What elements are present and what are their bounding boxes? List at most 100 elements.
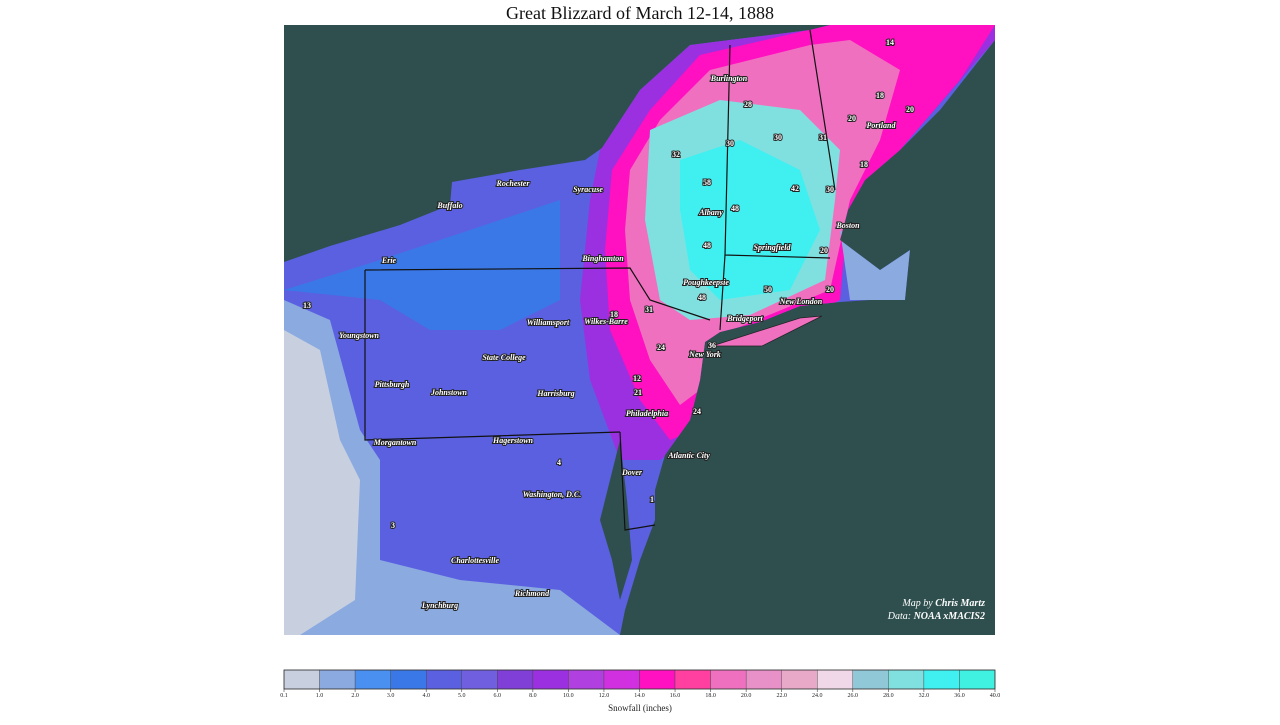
- city-label: Washington, D.C.: [523, 490, 582, 499]
- city-label: Atlantic City: [667, 451, 710, 460]
- colorbar-tick-label: 8.0: [529, 693, 537, 699]
- colorbar-tick-label: 16.0: [670, 693, 681, 699]
- state-lines: [364, 29, 836, 531]
- city-label: Bridgeport: [726, 314, 763, 323]
- colorbar-tick-label: 28.0: [883, 693, 894, 699]
- colorbar-tick-label: 18.0: [705, 693, 716, 699]
- colorbar-bin: [461, 669, 498, 690]
- colorbar-tick-label: 36.0: [954, 693, 965, 699]
- snowfall-value: 18: [876, 91, 884, 100]
- colorbar-bin: [426, 669, 462, 690]
- city-label: Lynchburg: [421, 601, 458, 610]
- snowfall-value: 30: [726, 139, 734, 148]
- colorbar-bin: [568, 669, 605, 690]
- colorbar-bin: [888, 669, 925, 690]
- colorbar-bin: [852, 669, 889, 690]
- colorbar: 0.1 1.0 2.0 3.0 4.0 5.0 6.0 8.0 10.0 12.0 14.0 16.0…: [280, 669, 1001, 699]
- credit-label: Map by: [901, 598, 933, 609]
- chesapeake-bay: [600, 440, 632, 600]
- credit-source: NOAA xMACIS2: [913, 611, 985, 622]
- city-label: State College: [482, 353, 526, 362]
- city-label: Poughkeepsie: [683, 278, 729, 287]
- city-label: Harrisburg: [536, 389, 574, 398]
- colorbar-tick-label: 1.0: [316, 693, 324, 699]
- snowfall-value: 24: [657, 343, 665, 352]
- long-island: [711, 315, 823, 347]
- colorbar-bin: [745, 669, 782, 690]
- colorbar-bin: [639, 669, 676, 690]
- colorbar-tick-label: 40.0: [990, 693, 1001, 699]
- snowfall-value: 48: [698, 293, 706, 302]
- credit-author: Chris Martz: [935, 598, 985, 609]
- snowfall-value: 13: [303, 301, 311, 310]
- snowfall-value: 36: [708, 341, 716, 350]
- snowfall-value: 1: [650, 495, 654, 504]
- colorbar-tick-label: 24.0: [812, 693, 823, 699]
- credit-map: Map by Chris Martz: [901, 598, 985, 609]
- colorbar-bin: [817, 669, 853, 690]
- city-label: Charlottesville: [451, 556, 499, 565]
- city-label: Richmond: [514, 589, 550, 598]
- city-label: Portland: [867, 121, 897, 130]
- city-label: Syracuse: [573, 185, 603, 194]
- snowfall-value: 20: [820, 246, 828, 255]
- city-label: Springfield: [754, 243, 792, 252]
- city-label: Johnstown: [430, 388, 468, 397]
- colorbar-tick-label: 5.0: [458, 693, 466, 699]
- city-label: Dover: [621, 468, 643, 477]
- city-label: Albany: [698, 208, 723, 217]
- snowfall-value: 21: [634, 388, 642, 397]
- colorbar-bin: [532, 669, 569, 690]
- colorbar-tick-label: 32.0: [919, 693, 930, 699]
- map-title: Great Blizzard of March 12-14, 1888: [506, 3, 774, 23]
- colorbar-bin: [319, 669, 356, 690]
- credit-data: Data: NOAA xMACIS2: [887, 611, 985, 622]
- colorbar-tick-label: 0.1: [280, 693, 288, 699]
- snowfall-value: 20: [848, 114, 856, 123]
- colorbar-tick-label: 10.0: [563, 693, 574, 699]
- snowfall-value: 30: [826, 185, 834, 194]
- city-label: Boston: [835, 221, 860, 230]
- city-labels: Burlington Portland Rochester Syracuse Buffa…: [338, 73, 897, 611]
- city-label: Philadelphia: [626, 409, 668, 418]
- colorbar-tick-label: 20.0: [741, 693, 752, 699]
- colorbar-tick-label: 14.0: [634, 693, 645, 699]
- snowfall-value: 50: [764, 285, 772, 294]
- colorbar-bin: [923, 669, 960, 690]
- city-label: Binghamton: [581, 254, 624, 263]
- credit-label: Data:: [887, 611, 911, 622]
- colorbar-bin: [710, 669, 747, 690]
- snowfall-value: 3: [391, 521, 395, 530]
- colorbar-bin: [959, 669, 996, 690]
- city-label: Youngstown: [339, 331, 380, 340]
- snowfall-value: 4: [557, 458, 561, 467]
- colorbar-label: Snowfall (inches): [608, 703, 672, 713]
- colorbar-tick-label: 22.0: [776, 693, 787, 699]
- colorbar-frame: [283, 669, 996, 690]
- colorbar-tick-label: 12.0: [599, 693, 610, 699]
- colorbar-tick-label: 3.0: [387, 693, 395, 699]
- colorbar-bin: [390, 669, 427, 690]
- city-label: Williamsport: [527, 318, 570, 327]
- colorbar-bin: [354, 669, 391, 690]
- snowfall-value: 32: [672, 150, 680, 159]
- city-label: Morgantown: [373, 438, 417, 447]
- colorbar-bin: [603, 669, 640, 690]
- city-label: Erie: [381, 256, 397, 265]
- snowfall-value: 28: [744, 100, 752, 109]
- city-label: Burlington: [710, 74, 748, 83]
- colorbar-tick-label: 4.0: [422, 693, 430, 699]
- snowfall-value: 48: [703, 241, 711, 250]
- snowfall-value: 31: [819, 133, 827, 142]
- city-label: Wilkes-Barre: [584, 317, 628, 326]
- colorbar-bin: [781, 669, 818, 690]
- snowfall-value: 30: [774, 133, 782, 142]
- snowfall-value: 12: [633, 374, 641, 383]
- snowfall-value: 14: [886, 38, 894, 47]
- snowfall-value: 58: [703, 178, 711, 187]
- snowfall-value: 48: [731, 204, 739, 213]
- colorbar-tick-label: 6.0: [494, 693, 502, 699]
- city-label: New London: [779, 297, 823, 306]
